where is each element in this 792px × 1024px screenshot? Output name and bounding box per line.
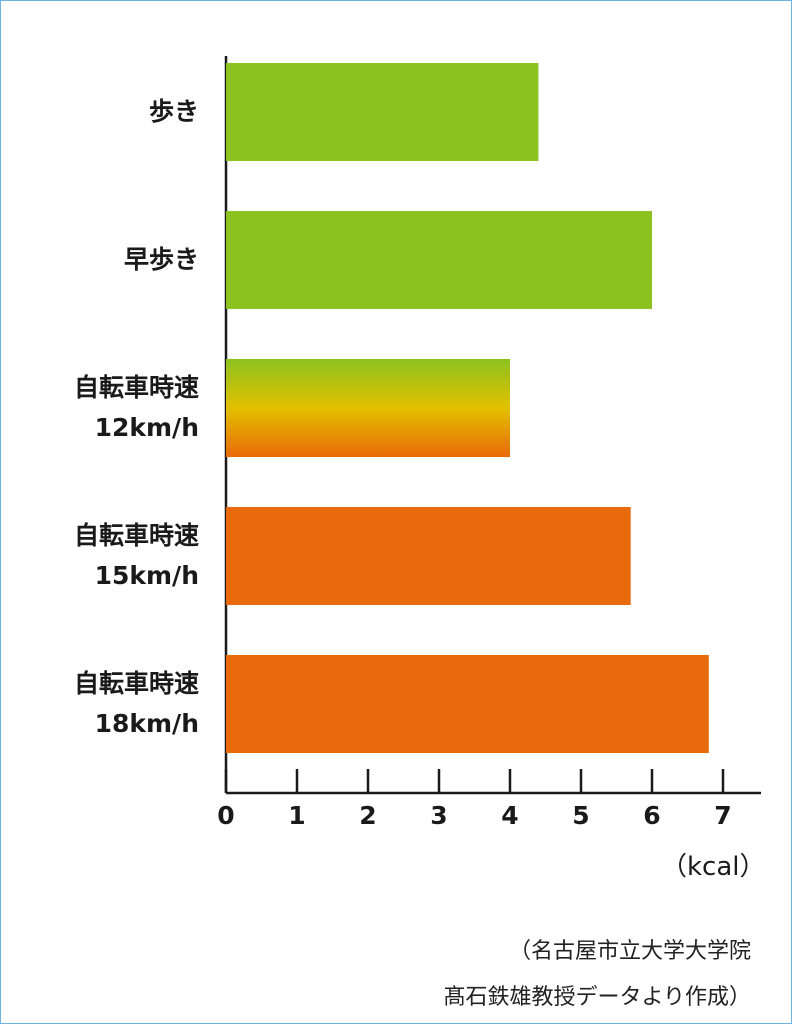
x-tick-label: 2 (359, 801, 376, 830)
x-tick-label: 4 (501, 801, 518, 830)
source-note: （名古屋市立大学大学院 髙石鉄雄教授データより作成） (443, 939, 751, 1010)
category-label: 自転車時速 15km/h (73, 521, 199, 590)
bar (226, 63, 539, 161)
x-tick-label: 5 (572, 801, 589, 830)
category-label: 歩き (148, 97, 199, 126)
x-tick-label: 6 (643, 801, 660, 830)
category-label: 早歩き (123, 245, 199, 274)
x-tick-label: 7 (714, 801, 731, 830)
x-tick-label: 3 (430, 801, 447, 830)
bar (226, 655, 709, 753)
bar (226, 507, 631, 605)
x-axis-label: （kcal） (661, 852, 766, 882)
category-label: 自転車時速 12km/h (73, 373, 199, 442)
category-label: 自転車時速 18km/h (73, 669, 199, 738)
bar (226, 359, 510, 457)
bar (226, 211, 652, 309)
x-tick-label: 1 (288, 801, 305, 830)
x-tick-label: 0 (217, 801, 234, 830)
